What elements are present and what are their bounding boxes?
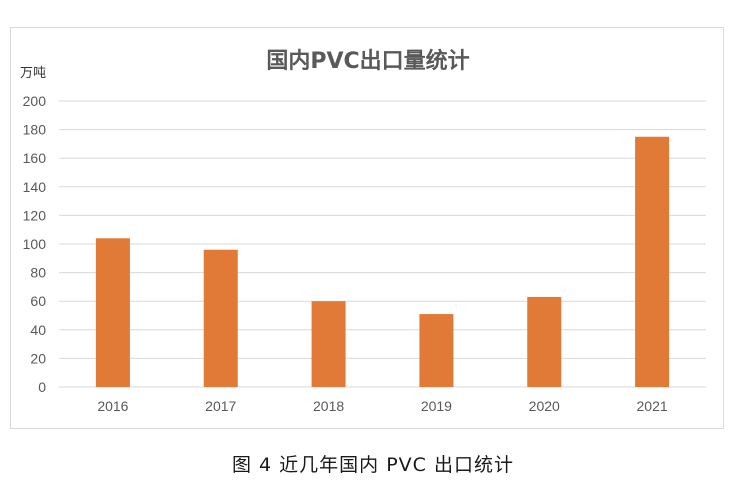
y-tick-label: 40 — [30, 322, 46, 338]
bar — [311, 301, 346, 387]
y-tick-label: 20 — [30, 350, 46, 366]
y-tick-label: 100 — [23, 236, 47, 252]
y-tick-label: 180 — [23, 122, 47, 138]
y-tick-label: 140 — [23, 179, 47, 195]
y-tick-label: 80 — [30, 265, 46, 281]
bar — [95, 238, 130, 387]
bar-chart: 国内PVC出口量统计 0 20 40 60 80 100 120 140 160 180 200 201… — [23, 48, 706, 414]
x-tick-label: 2016 — [97, 398, 128, 414]
bar — [203, 249, 238, 387]
bar — [527, 296, 562, 387]
y-tick-label: 200 — [23, 93, 47, 109]
x-tick-label: 2018 — [313, 398, 344, 414]
x-tick-label: 2020 — [529, 398, 560, 414]
y-tick-label: 60 — [30, 293, 46, 309]
y-axis-unit-label: 万吨 — [20, 66, 47, 81]
x-tick-label: 2019 — [421, 398, 452, 414]
x-tick-label: 2017 — [205, 398, 236, 414]
x-tick-label: 2021 — [637, 398, 668, 414]
bar — [419, 314, 454, 387]
y-tick-label: 120 — [23, 207, 47, 223]
chart-title: 国内PVC出口量统计 — [266, 48, 469, 74]
bar — [635, 136, 670, 387]
figure-caption: 图 4 近几年国内 PVC 出口统计 — [232, 454, 514, 476]
y-tick-label: 160 — [23, 150, 47, 166]
y-tick-label: 0 — [38, 379, 46, 395]
